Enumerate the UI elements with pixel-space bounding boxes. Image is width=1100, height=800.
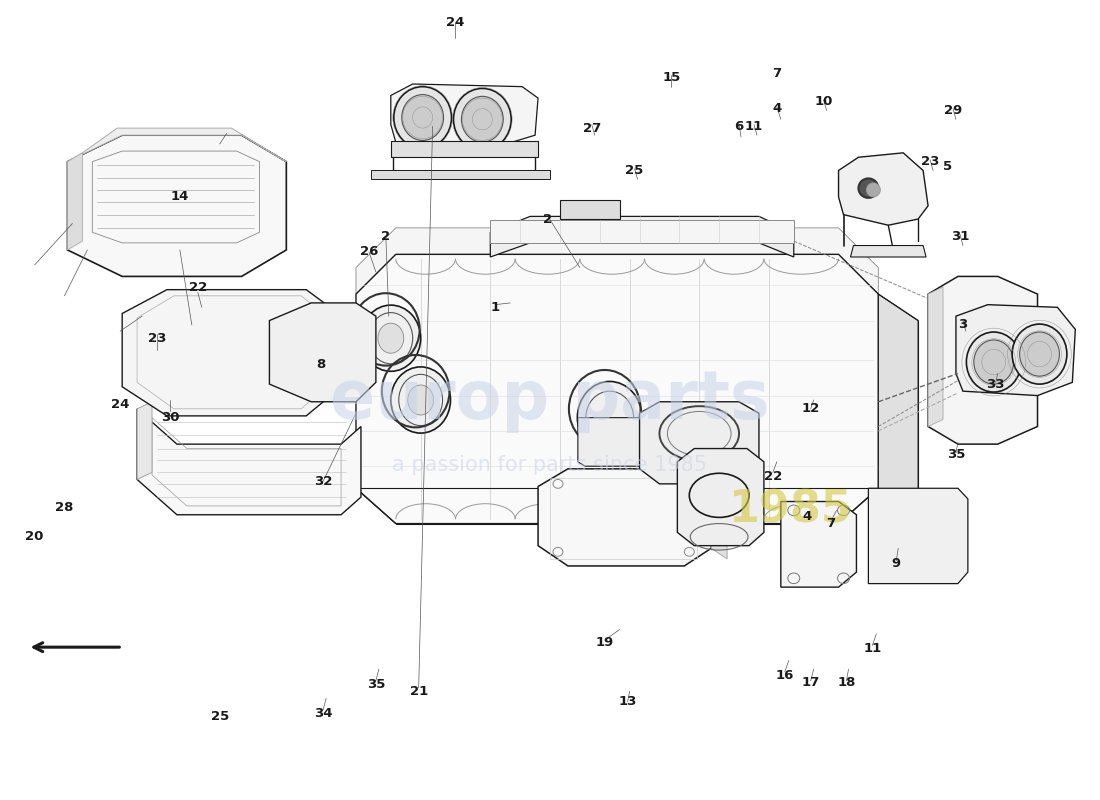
Text: a passion for parts since 1985: a passion for parts since 1985 [393, 455, 707, 475]
Text: 2: 2 [382, 230, 390, 243]
Polygon shape [578, 418, 641, 466]
Text: 5: 5 [944, 159, 953, 173]
Text: 32: 32 [314, 474, 332, 488]
Text: 25: 25 [210, 710, 229, 722]
Text: 10: 10 [814, 95, 833, 108]
Text: 31: 31 [950, 230, 969, 243]
Text: europ parts: europ parts [330, 367, 770, 433]
Ellipse shape [867, 183, 880, 197]
Polygon shape [538, 469, 712, 566]
Ellipse shape [858, 178, 878, 198]
Ellipse shape [967, 332, 1021, 392]
Polygon shape [491, 216, 794, 257]
Text: 9: 9 [892, 557, 901, 570]
Polygon shape [639, 402, 759, 484]
Text: 23: 23 [147, 332, 166, 345]
Polygon shape [678, 449, 763, 546]
Text: 21: 21 [409, 685, 428, 698]
Ellipse shape [394, 86, 451, 149]
Bar [560, 200, 619, 219]
Text: 17: 17 [802, 676, 820, 689]
Text: 14: 14 [170, 190, 189, 203]
Text: 25: 25 [626, 164, 644, 177]
Text: 11: 11 [864, 642, 881, 655]
Text: 24: 24 [111, 398, 130, 411]
Text: 3: 3 [958, 318, 968, 331]
Text: 18: 18 [837, 676, 856, 689]
Text: 19: 19 [595, 636, 614, 650]
Ellipse shape [378, 323, 404, 354]
Ellipse shape [461, 96, 503, 142]
Text: 33: 33 [987, 378, 1005, 390]
Polygon shape [956, 305, 1076, 395]
Bar [371, 170, 550, 179]
Polygon shape [67, 135, 286, 277]
Polygon shape [67, 153, 82, 250]
Text: 30: 30 [161, 411, 179, 424]
Polygon shape [712, 484, 727, 559]
Polygon shape [781, 502, 857, 587]
Polygon shape [850, 246, 926, 257]
Text: 4: 4 [802, 510, 812, 523]
Text: 29: 29 [944, 104, 962, 117]
Text: 23: 23 [921, 155, 939, 168]
Ellipse shape [402, 94, 443, 141]
Bar [491, 220, 794, 243]
Text: 11: 11 [745, 120, 763, 133]
Polygon shape [878, 294, 918, 514]
Text: 12: 12 [802, 402, 820, 415]
Text: 13: 13 [618, 695, 637, 708]
Text: 22: 22 [763, 470, 782, 483]
Text: 7: 7 [826, 517, 835, 530]
Text: 35: 35 [366, 678, 385, 690]
Text: 1: 1 [491, 301, 499, 314]
Polygon shape [356, 254, 878, 523]
Ellipse shape [1012, 324, 1067, 384]
Text: 35: 35 [947, 448, 965, 462]
Text: 7: 7 [772, 67, 781, 80]
Text: 27: 27 [583, 122, 601, 134]
Text: 1985: 1985 [729, 488, 852, 531]
Ellipse shape [390, 367, 451, 433]
Polygon shape [270, 303, 376, 402]
Text: 28: 28 [55, 501, 74, 514]
Text: 8: 8 [317, 358, 326, 371]
Text: 15: 15 [662, 71, 681, 84]
Text: 2: 2 [543, 213, 552, 226]
Text: 26: 26 [360, 246, 378, 258]
Bar [550, 478, 697, 559]
Polygon shape [138, 402, 152, 479]
Bar [390, 142, 538, 158]
Polygon shape [868, 488, 968, 584]
Polygon shape [138, 409, 361, 514]
Polygon shape [838, 153, 928, 226]
Text: 16: 16 [776, 669, 794, 682]
Text: 24: 24 [447, 16, 464, 29]
Polygon shape [928, 277, 1037, 444]
Ellipse shape [974, 340, 1013, 384]
Polygon shape [67, 128, 286, 162]
Text: 6: 6 [735, 120, 744, 133]
Text: 34: 34 [314, 707, 332, 720]
Polygon shape [122, 290, 337, 416]
Text: 22: 22 [189, 281, 207, 294]
Text: 20: 20 [25, 530, 44, 543]
Ellipse shape [453, 89, 512, 150]
Polygon shape [928, 287, 943, 426]
Ellipse shape [1020, 332, 1059, 376]
Polygon shape [356, 228, 878, 294]
Ellipse shape [578, 382, 642, 454]
Polygon shape [390, 84, 538, 146]
Ellipse shape [408, 385, 433, 415]
Text: 4: 4 [772, 102, 781, 115]
Ellipse shape [361, 305, 420, 371]
